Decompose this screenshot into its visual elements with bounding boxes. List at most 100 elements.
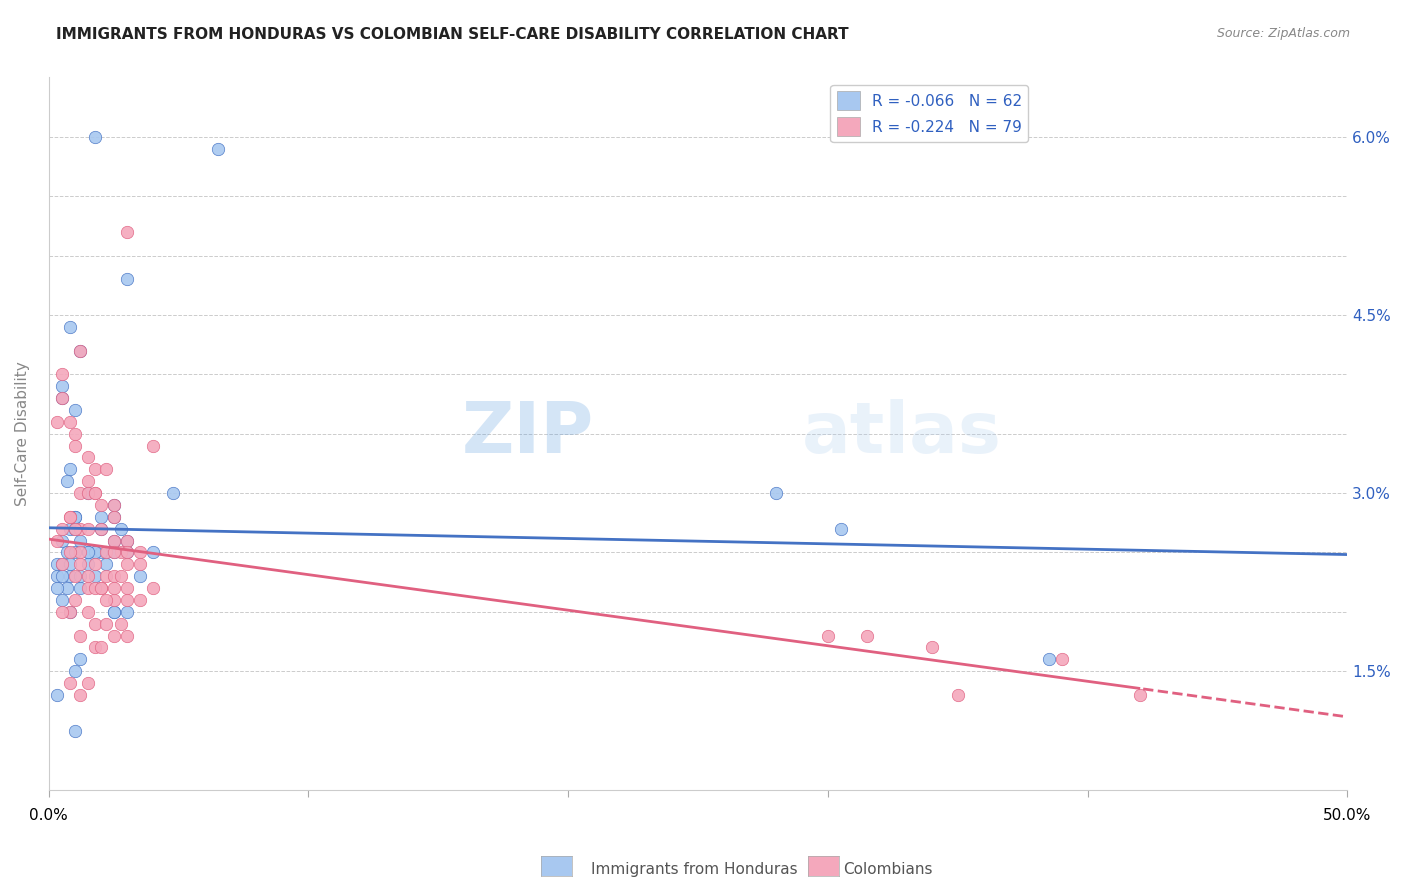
Point	[76, 522, 98, 536]
Point	[63, 426, 86, 441]
Point	[90, 522, 112, 536]
Point	[94, 616, 117, 631]
Point	[69, 522, 91, 536]
Point	[94, 462, 117, 476]
Point	[830, 522, 852, 536]
Point	[58, 605, 80, 619]
Point	[115, 545, 138, 559]
Point	[76, 450, 98, 465]
Point	[103, 581, 125, 595]
Point	[45, 415, 67, 429]
Point	[58, 522, 80, 536]
Point	[51, 593, 73, 607]
Point	[76, 486, 98, 500]
Point	[76, 605, 98, 619]
Point	[63, 403, 86, 417]
Point	[90, 581, 112, 595]
Point	[84, 640, 107, 655]
Point	[110, 545, 132, 559]
Point	[58, 509, 80, 524]
Point	[51, 605, 73, 619]
Point	[51, 569, 73, 583]
Point	[63, 509, 86, 524]
Point	[817, 629, 839, 643]
Point	[142, 581, 165, 595]
Point	[76, 486, 98, 500]
Legend: R = -0.066   N = 62, R = -0.224   N = 79: R = -0.066 N = 62, R = -0.224 N = 79	[831, 85, 1028, 142]
Point	[90, 640, 112, 655]
Text: ZIP: ZIP	[463, 400, 595, 468]
Point	[103, 605, 125, 619]
Point	[69, 545, 91, 559]
Point	[58, 415, 80, 429]
Point	[94, 545, 117, 559]
Text: Immigrants from Honduras: Immigrants from Honduras	[591, 863, 797, 877]
Y-axis label: Self-Care Disability: Self-Care Disability	[15, 361, 30, 506]
Point	[51, 391, 73, 405]
Point	[63, 593, 86, 607]
Point	[115, 225, 138, 239]
Point	[856, 629, 879, 643]
Point	[103, 593, 125, 607]
Point	[45, 533, 67, 548]
Point	[103, 533, 125, 548]
Text: 50.0%: 50.0%	[1323, 808, 1371, 823]
Point	[921, 640, 943, 655]
Point	[45, 569, 67, 583]
Point	[84, 545, 107, 559]
Point	[51, 558, 73, 572]
Point	[142, 545, 165, 559]
Point	[128, 569, 150, 583]
Point	[69, 343, 91, 358]
Point	[76, 545, 98, 559]
Point	[63, 509, 86, 524]
Point	[63, 439, 86, 453]
Point	[128, 558, 150, 572]
Point	[115, 545, 138, 559]
Point	[142, 439, 165, 453]
Point	[103, 545, 125, 559]
Point	[115, 272, 138, 286]
Point	[69, 581, 91, 595]
Point	[58, 676, 80, 690]
Point	[58, 509, 80, 524]
Point	[94, 558, 117, 572]
Point	[84, 486, 107, 500]
Point	[69, 343, 91, 358]
Point	[84, 581, 107, 595]
Text: Source: ZipAtlas.com: Source: ZipAtlas.com	[1216, 27, 1350, 40]
Point	[69, 652, 91, 666]
Point	[128, 593, 150, 607]
Point	[56, 581, 79, 595]
Point	[63, 522, 86, 536]
Point	[45, 688, 67, 702]
Point	[765, 486, 787, 500]
Point	[103, 533, 125, 548]
Point	[51, 533, 73, 548]
Point	[90, 581, 112, 595]
Point	[103, 509, 125, 524]
Point	[84, 462, 107, 476]
Point	[103, 509, 125, 524]
Point	[162, 486, 184, 500]
Point	[94, 545, 117, 559]
Point	[63, 664, 86, 678]
Point	[63, 569, 86, 583]
Point	[45, 581, 67, 595]
Point	[51, 558, 73, 572]
Point	[58, 545, 80, 559]
Point	[115, 605, 138, 619]
Point	[84, 558, 107, 572]
Point	[1128, 688, 1150, 702]
Point	[103, 498, 125, 512]
Point	[69, 688, 91, 702]
Point	[115, 629, 138, 643]
Point	[51, 391, 73, 405]
Point	[103, 545, 125, 559]
Point	[103, 629, 125, 643]
Point	[84, 545, 107, 559]
Point	[51, 368, 73, 382]
Text: Colombians: Colombians	[844, 863, 934, 877]
Point	[94, 569, 117, 583]
Point	[946, 688, 969, 702]
